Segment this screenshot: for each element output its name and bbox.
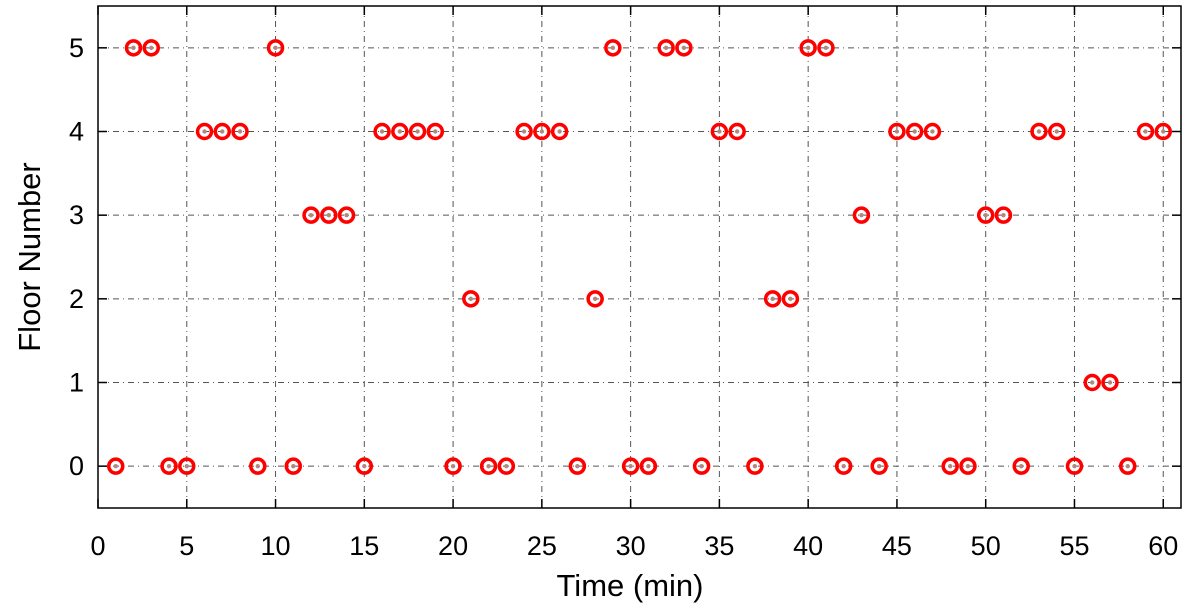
- data-point: [568, 457, 587, 475]
- data-point: [586, 290, 604, 308]
- y-tick-label: 0: [69, 451, 84, 481]
- x-axis-title: Time (min): [557, 568, 704, 603]
- data-point: [799, 39, 817, 57]
- data-point: [941, 457, 959, 475]
- data-point: [781, 290, 800, 308]
- data-point: [550, 122, 569, 141]
- x-tick-labels: 0 5 10 15 20 25 30 35 40 45 50 55 60: [90, 531, 1178, 561]
- data-point: [195, 122, 214, 141]
- x-tick-label: 50: [971, 531, 1001, 561]
- data-point: [1065, 457, 1084, 475]
- data-point: [462, 290, 480, 308]
- data-point: [107, 457, 125, 475]
- x-tick-label: 15: [349, 531, 379, 561]
- data-point: [994, 206, 1013, 224]
- x-tick-label: 60: [1148, 531, 1178, 561]
- data-point: [142, 39, 161, 57]
- y-axis-title: Floor Number: [12, 162, 47, 352]
- data-point: [923, 122, 942, 141]
- x-tick-label: 10: [261, 531, 291, 561]
- data-point: [426, 122, 445, 141]
- data-point: [231, 122, 249, 141]
- data-point: [834, 457, 853, 475]
- data-point: [763, 290, 782, 308]
- y-tick-label: 5: [69, 33, 84, 63]
- y-tick-labels: 0 1 2 3 4 5: [69, 33, 84, 481]
- data-point: [710, 122, 729, 141]
- data-point: [657, 39, 675, 57]
- data-point: [1154, 122, 1172, 141]
- x-tick-label: 30: [616, 531, 646, 561]
- data-point: [639, 457, 658, 475]
- data-point: [905, 122, 924, 141]
- x-tick-label: 40: [793, 531, 823, 561]
- data-point: [1118, 457, 1137, 475]
- data-point: [817, 39, 835, 57]
- y-tick-label: 4: [69, 117, 84, 147]
- x-tick-label: 35: [704, 531, 734, 561]
- data-point: [675, 39, 693, 57]
- y-tick-label: 2: [69, 284, 84, 314]
- data-point: [479, 457, 498, 475]
- data-point: [1012, 457, 1030, 475]
- data-point: [373, 122, 391, 141]
- x-tick-label: 25: [527, 531, 557, 561]
- data-point: [604, 39, 622, 57]
- data-point: [444, 457, 462, 475]
- x-tick-label: 55: [1059, 531, 1089, 561]
- data-point: [302, 206, 320, 224]
- data-point: [1136, 122, 1155, 141]
- data-point: [728, 122, 746, 141]
- data-point: [213, 122, 232, 141]
- grid-lines: [98, 6, 1181, 508]
- data-point: [515, 122, 533, 141]
- data-point: [124, 39, 143, 57]
- data-point: [249, 457, 267, 475]
- data-point: [337, 206, 356, 224]
- data-point: [1083, 373, 1101, 392]
- data-point: [888, 122, 906, 141]
- data-point: [391, 122, 409, 141]
- data-point: [1101, 373, 1119, 392]
- y-tick-label: 3: [69, 200, 84, 230]
- data-point: [533, 122, 551, 141]
- data-point: [355, 457, 374, 475]
- data-point: [746, 457, 764, 475]
- data-point: [320, 206, 338, 224]
- data-points: [107, 39, 1172, 475]
- data-point: [621, 457, 640, 475]
- data-point: [497, 457, 516, 475]
- x-tick-label: 5: [179, 531, 194, 561]
- data-point: [692, 457, 711, 475]
- data-point: [408, 122, 427, 141]
- x-tick-label: 20: [438, 531, 468, 561]
- data-point: [959, 457, 977, 475]
- data-point: [284, 457, 303, 475]
- data-point: [976, 206, 995, 224]
- data-point: [160, 457, 178, 475]
- x-tick-label: 0: [90, 531, 105, 561]
- plot-frame: [97, 5, 1182, 509]
- y-tick-label: 1: [69, 368, 84, 398]
- data-point: [266, 39, 285, 57]
- x-tick-label: 45: [882, 531, 912, 561]
- data-point: [1047, 122, 1066, 141]
- data-point: [870, 457, 888, 475]
- data-point: [1030, 122, 1048, 141]
- axis-ticks: [97, 6, 1181, 508]
- data-point: [178, 457, 196, 475]
- data-point: [852, 206, 871, 224]
